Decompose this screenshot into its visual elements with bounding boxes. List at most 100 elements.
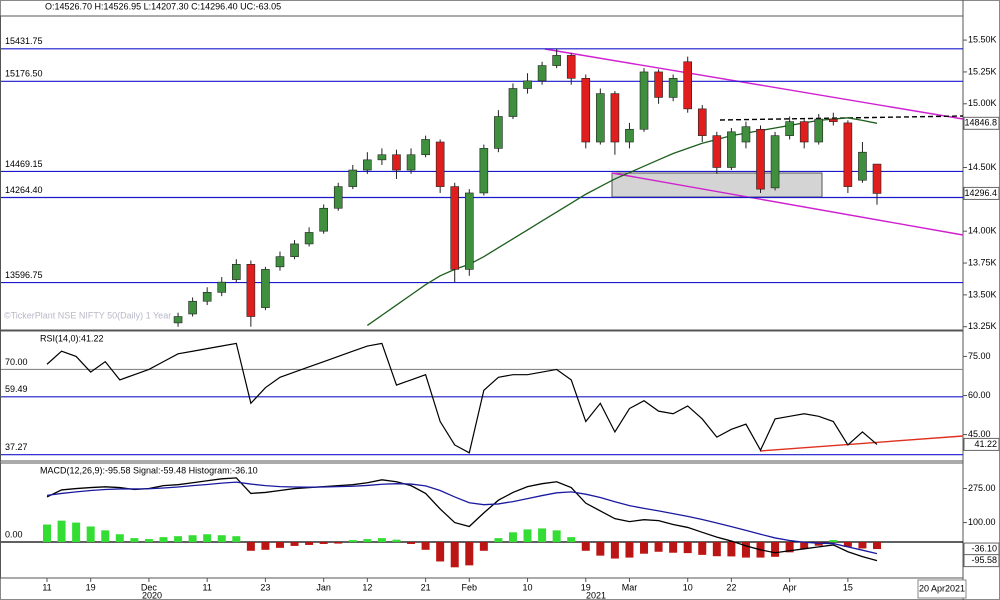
candle-body — [697, 108, 707, 136]
candle-body — [494, 116, 503, 149]
x-tick-label: 10 — [683, 582, 693, 592]
value-tag-label: -36.10 — [971, 543, 997, 553]
x-tick-label: 10 — [523, 582, 533, 592]
histogram-bar — [727, 542, 736, 557]
x-tick-label: Dec — [141, 582, 158, 592]
level-label: 13596.75 — [5, 270, 43, 280]
histogram-bar — [174, 536, 183, 543]
candle-body — [537, 65, 547, 82]
rsi-line — [46, 342, 878, 454]
watermark: ©TickerPlant NSE NIFTY 50(Daily) 1 Year — [4, 310, 171, 320]
x-tick-label: Feb — [462, 582, 478, 592]
y-tick-label: 75.00 — [968, 351, 991, 361]
histogram-bar — [567, 537, 576, 543]
year-label: 2021 — [586, 590, 606, 600]
level-label: 14264.40 — [5, 185, 43, 195]
level-label: 59.49 — [5, 384, 28, 394]
histogram-bar — [334, 542, 343, 544]
histogram-bar — [363, 539, 372, 543]
x-tick-label: 22 — [726, 582, 736, 592]
y-tick-label: 15.25K — [968, 66, 997, 76]
value-tag-label: 41.22 — [974, 439, 997, 449]
y-tick-label: 13.50K — [968, 289, 997, 299]
candle-body — [406, 154, 416, 171]
histogram-bar — [829, 540, 838, 543]
level-label: 15431.75 — [5, 36, 43, 46]
candle-body — [858, 151, 867, 181]
y-tick-label: 15.00K — [968, 98, 997, 108]
histogram-bar — [319, 542, 328, 544]
candle-body — [523, 80, 532, 89]
y-tick-label: 45.00 — [968, 429, 991, 439]
x-tick-label: 11 — [203, 582, 212, 592]
candle-body — [508, 88, 518, 117]
candle-body — [304, 232, 314, 245]
candle-body — [231, 264, 241, 280]
histogram-bar — [377, 538, 386, 543]
candle-body — [872, 163, 882, 194]
x-tick-label: 19 — [581, 582, 591, 592]
histogram-bar — [305, 542, 314, 545]
y-tick-label: 100.00 — [968, 517, 996, 527]
histogram-bar — [436, 542, 445, 562]
histogram-bar — [785, 542, 794, 553]
histogram-bar — [712, 542, 721, 557]
rsi-trendline — [759, 435, 964, 452]
histogram-bar — [217, 535, 226, 543]
candle-body — [785, 121, 794, 136]
last-date: 20 Apr2021 — [919, 583, 965, 593]
candle-body — [319, 207, 328, 232]
histogram-bar — [290, 542, 299, 546]
macd-line — [46, 481, 878, 555]
histogram-bar — [450, 542, 459, 568]
histogram-bar — [610, 542, 619, 559]
channel-upper — [544, 48, 964, 120]
candle-body — [421, 139, 430, 156]
histogram-bar — [858, 542, 867, 549]
histogram-bar — [275, 542, 284, 548]
x-tick-label: 21 — [421, 582, 431, 592]
date-box — [917, 579, 967, 599]
histogram-bar — [771, 542, 780, 557]
candle-body — [261, 269, 270, 308]
rsi-title: RSI(14,0):41.22 — [40, 333, 104, 343]
candle-body — [333, 186, 343, 209]
x-tick-label: 12 — [362, 582, 372, 592]
candle-body — [435, 141, 445, 187]
x-tick-label: Jan — [316, 582, 331, 592]
histogram-bar — [625, 542, 634, 558]
candle-body — [479, 148, 489, 194]
candle-body — [290, 243, 299, 257]
candle-body — [727, 131, 736, 168]
histogram-bar — [348, 540, 357, 543]
level-label: 0.00 — [5, 529, 23, 539]
histogram-bar — [159, 537, 168, 543]
candle-body — [668, 78, 678, 98]
consolidation-box — [611, 172, 823, 198]
candle-body — [188, 300, 197, 315]
histogram-bar — [800, 542, 809, 549]
candle-body — [552, 55, 561, 66]
candle-body — [275, 256, 285, 268]
value-tag-label: 14846.8 — [964, 118, 997, 128]
histogram-bar — [86, 526, 95, 543]
histogram-bar — [130, 538, 139, 543]
histogram-bar — [421, 542, 430, 550]
histogram-bar — [523, 529, 532, 543]
candle-body — [566, 55, 576, 79]
candle-body — [173, 316, 183, 324]
value-tag — [963, 554, 1000, 568]
candle-body — [217, 281, 227, 293]
histogram-bar — [232, 536, 241, 543]
candle-body — [683, 61, 693, 110]
histogram-bar — [698, 542, 707, 555]
candle-body — [756, 128, 765, 190]
y-tick-label: 14.00K — [968, 226, 997, 236]
value-tag — [963, 437, 1000, 451]
histogram-bar — [57, 520, 66, 543]
histogram-bar — [465, 542, 474, 566]
x-tick-label: 23 — [260, 582, 270, 592]
level-label: 15176.50 — [5, 69, 43, 79]
candle-body — [377, 154, 387, 161]
